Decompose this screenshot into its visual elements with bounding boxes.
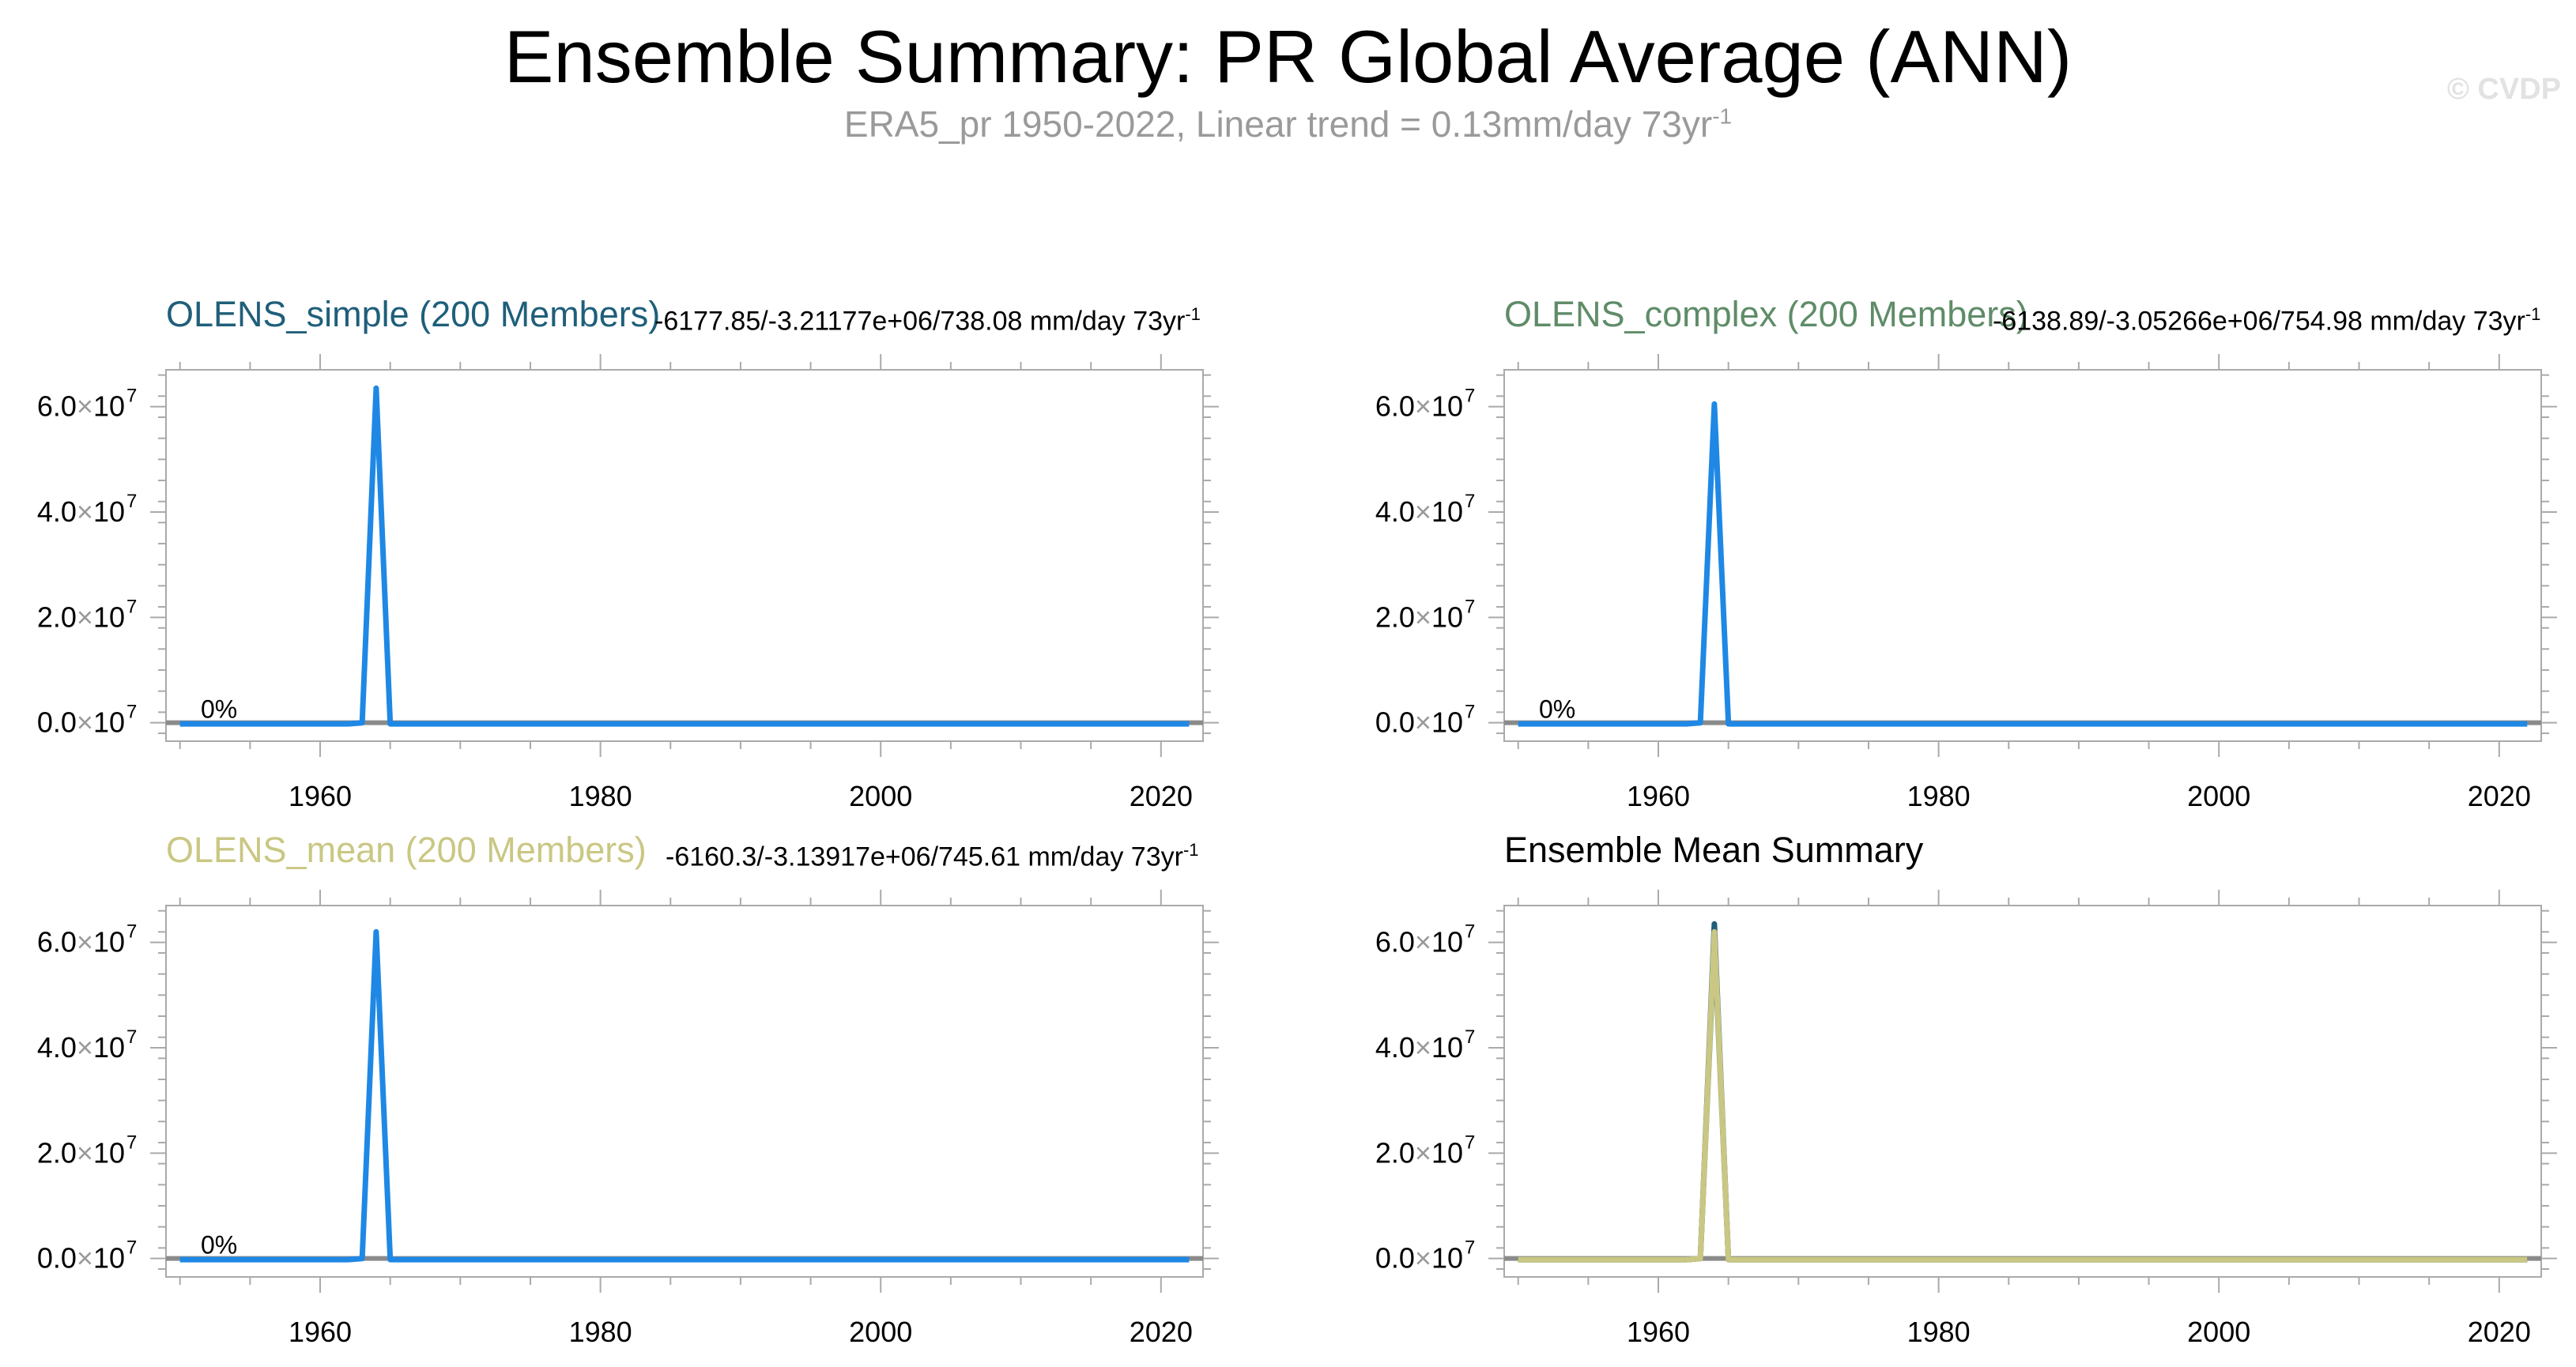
x-tick-label: 2000 [849, 1316, 912, 1348]
y-tick-exponent: 7 [126, 702, 137, 723]
x-tick-label: 1960 [289, 1316, 352, 1348]
y-tick-label: 2.0×10 [1375, 601, 1463, 633]
series-line [179, 385, 1190, 727]
y-tick-label: 2.0×10 [1375, 1136, 1463, 1169]
y-tick-label: 4.0×10 [37, 495, 125, 528]
y-tick-exponent: 7 [126, 921, 137, 943]
x-tick-label: 1980 [569, 780, 632, 812]
x-tick-label: 2020 [1130, 1316, 1193, 1348]
y-tick-label: 6.0×10 [37, 390, 125, 423]
y-tick-label: 4.0×10 [37, 1031, 125, 1064]
y-tick-label: 0.0×10 [1375, 706, 1463, 739]
panel-stats-text: -6177.85/-3.21177e+06/738.08 mm/day 73yr [654, 306, 1186, 337]
panel-stats-exponent: -1 [1185, 304, 1201, 324]
y-tick-exponent: 7 [1465, 921, 1475, 943]
series-line [1518, 936, 2528, 1263]
y-tick-exponent: 7 [1465, 491, 1475, 512]
panel-title-mean: OLENS_mean (200 Members) [166, 830, 647, 870]
panel-stats-text: -6138.89/-3.05266e+06/754.98 mm/day 73yr [1993, 306, 2525, 337]
subtitle-text: ERA5_pr 1950-2022, Linear trend = 0.13mm… [843, 104, 1713, 145]
x-tick-label: 1960 [1627, 780, 1690, 812]
y-tick-label: 2.0×10 [37, 1136, 125, 1169]
panel-title-simple: OLENS_simple (200 Members) [166, 294, 661, 334]
subtitle-exponent: -1 [1712, 104, 1733, 129]
y-tick-label: 4.0×10 [1375, 1031, 1463, 1064]
percent-label: 0% [1539, 695, 1575, 724]
x-tick-label: 2000 [849, 780, 912, 812]
y-tick-exponent: 7 [126, 1132, 137, 1153]
panel-stats-text: -6160.3/-3.13917e+06/745.61 mm/day 73yr [666, 842, 1183, 872]
y-tick-label: 6.0×10 [1375, 926, 1463, 958]
series-line [1518, 928, 2528, 1263]
y-tick-exponent: 7 [126, 1026, 137, 1048]
x-tick-label: 2020 [2468, 780, 2531, 812]
plot-frame [165, 905, 1204, 1278]
x-tick-label: 1980 [569, 1316, 632, 1348]
series-line [179, 928, 1190, 1263]
y-tick-exponent: 7 [1465, 1026, 1475, 1048]
plot-frame [1503, 369, 2542, 742]
plot-frame [1503, 905, 2542, 1278]
y-tick-label: 2.0×10 [37, 601, 125, 633]
x-tick-label: 2020 [1130, 780, 1193, 812]
y-tick-exponent: 7 [126, 386, 137, 407]
y-tick-exponent: 7 [1465, 1132, 1475, 1153]
y-tick-exponent: 7 [1465, 386, 1475, 407]
x-tick-label: 2020 [2468, 1316, 2531, 1348]
panel-title-ensemble-mean: Ensemble Mean Summary [1504, 830, 1924, 870]
y-tick-label: 6.0×10 [1375, 390, 1463, 423]
x-tick-label: 1960 [289, 780, 352, 812]
y-tick-label: 0.0×10 [37, 706, 125, 739]
panel-stats-exponent: -1 [2525, 304, 2541, 324]
y-tick-label: 0.0×10 [1375, 1242, 1463, 1275]
y-tick-exponent: 7 [126, 596, 137, 617]
y-tick-exponent: 7 [126, 491, 137, 512]
y-tick-label: 6.0×10 [37, 926, 125, 958]
panel-stats-exponent: -1 [1182, 840, 1199, 860]
percent-label: 0% [201, 695, 237, 724]
y-tick-exponent: 7 [1465, 1237, 1475, 1259]
percent-label: 0% [201, 1231, 237, 1260]
y-tick-exponent: 7 [1465, 596, 1475, 617]
y-tick-label: 4.0×10 [1375, 495, 1463, 528]
plot-frame [165, 369, 1204, 742]
panel-stats-mean: -6160.3/-3.13917e+06/745.61 mm/day 73yr-… [666, 840, 1199, 872]
y-tick-label: 0.0×10 [37, 1242, 125, 1275]
series-line [1518, 401, 2528, 727]
panel-title-complex: OLENS_complex (200 Members) [1504, 294, 2028, 334]
series-line [1518, 921, 2528, 1263]
panel-stats-simple: -6177.85/-3.21177e+06/738.08 mm/day 73yr… [654, 304, 1201, 337]
x-tick-label: 1980 [1907, 1316, 1971, 1348]
x-tick-label: 2000 [2187, 1316, 2250, 1348]
x-tick-label: 1980 [1907, 780, 1971, 812]
y-tick-exponent: 7 [1465, 702, 1475, 723]
x-tick-label: 1960 [1627, 1316, 1690, 1348]
figure-subtitle: ERA5_pr 1950-2022, Linear trend = 0.13mm… [0, 103, 2576, 145]
y-tick-exponent: 7 [126, 1237, 137, 1259]
x-tick-label: 2000 [2187, 780, 2250, 812]
cvdp-watermark: © CVDP [2446, 73, 2561, 106]
panel-stats-complex: -6138.89/-3.05266e+06/754.98 mm/day 73yr… [1993, 304, 2540, 337]
figure-title: Ensemble Summary: PR Global Average (ANN… [504, 15, 2072, 98]
